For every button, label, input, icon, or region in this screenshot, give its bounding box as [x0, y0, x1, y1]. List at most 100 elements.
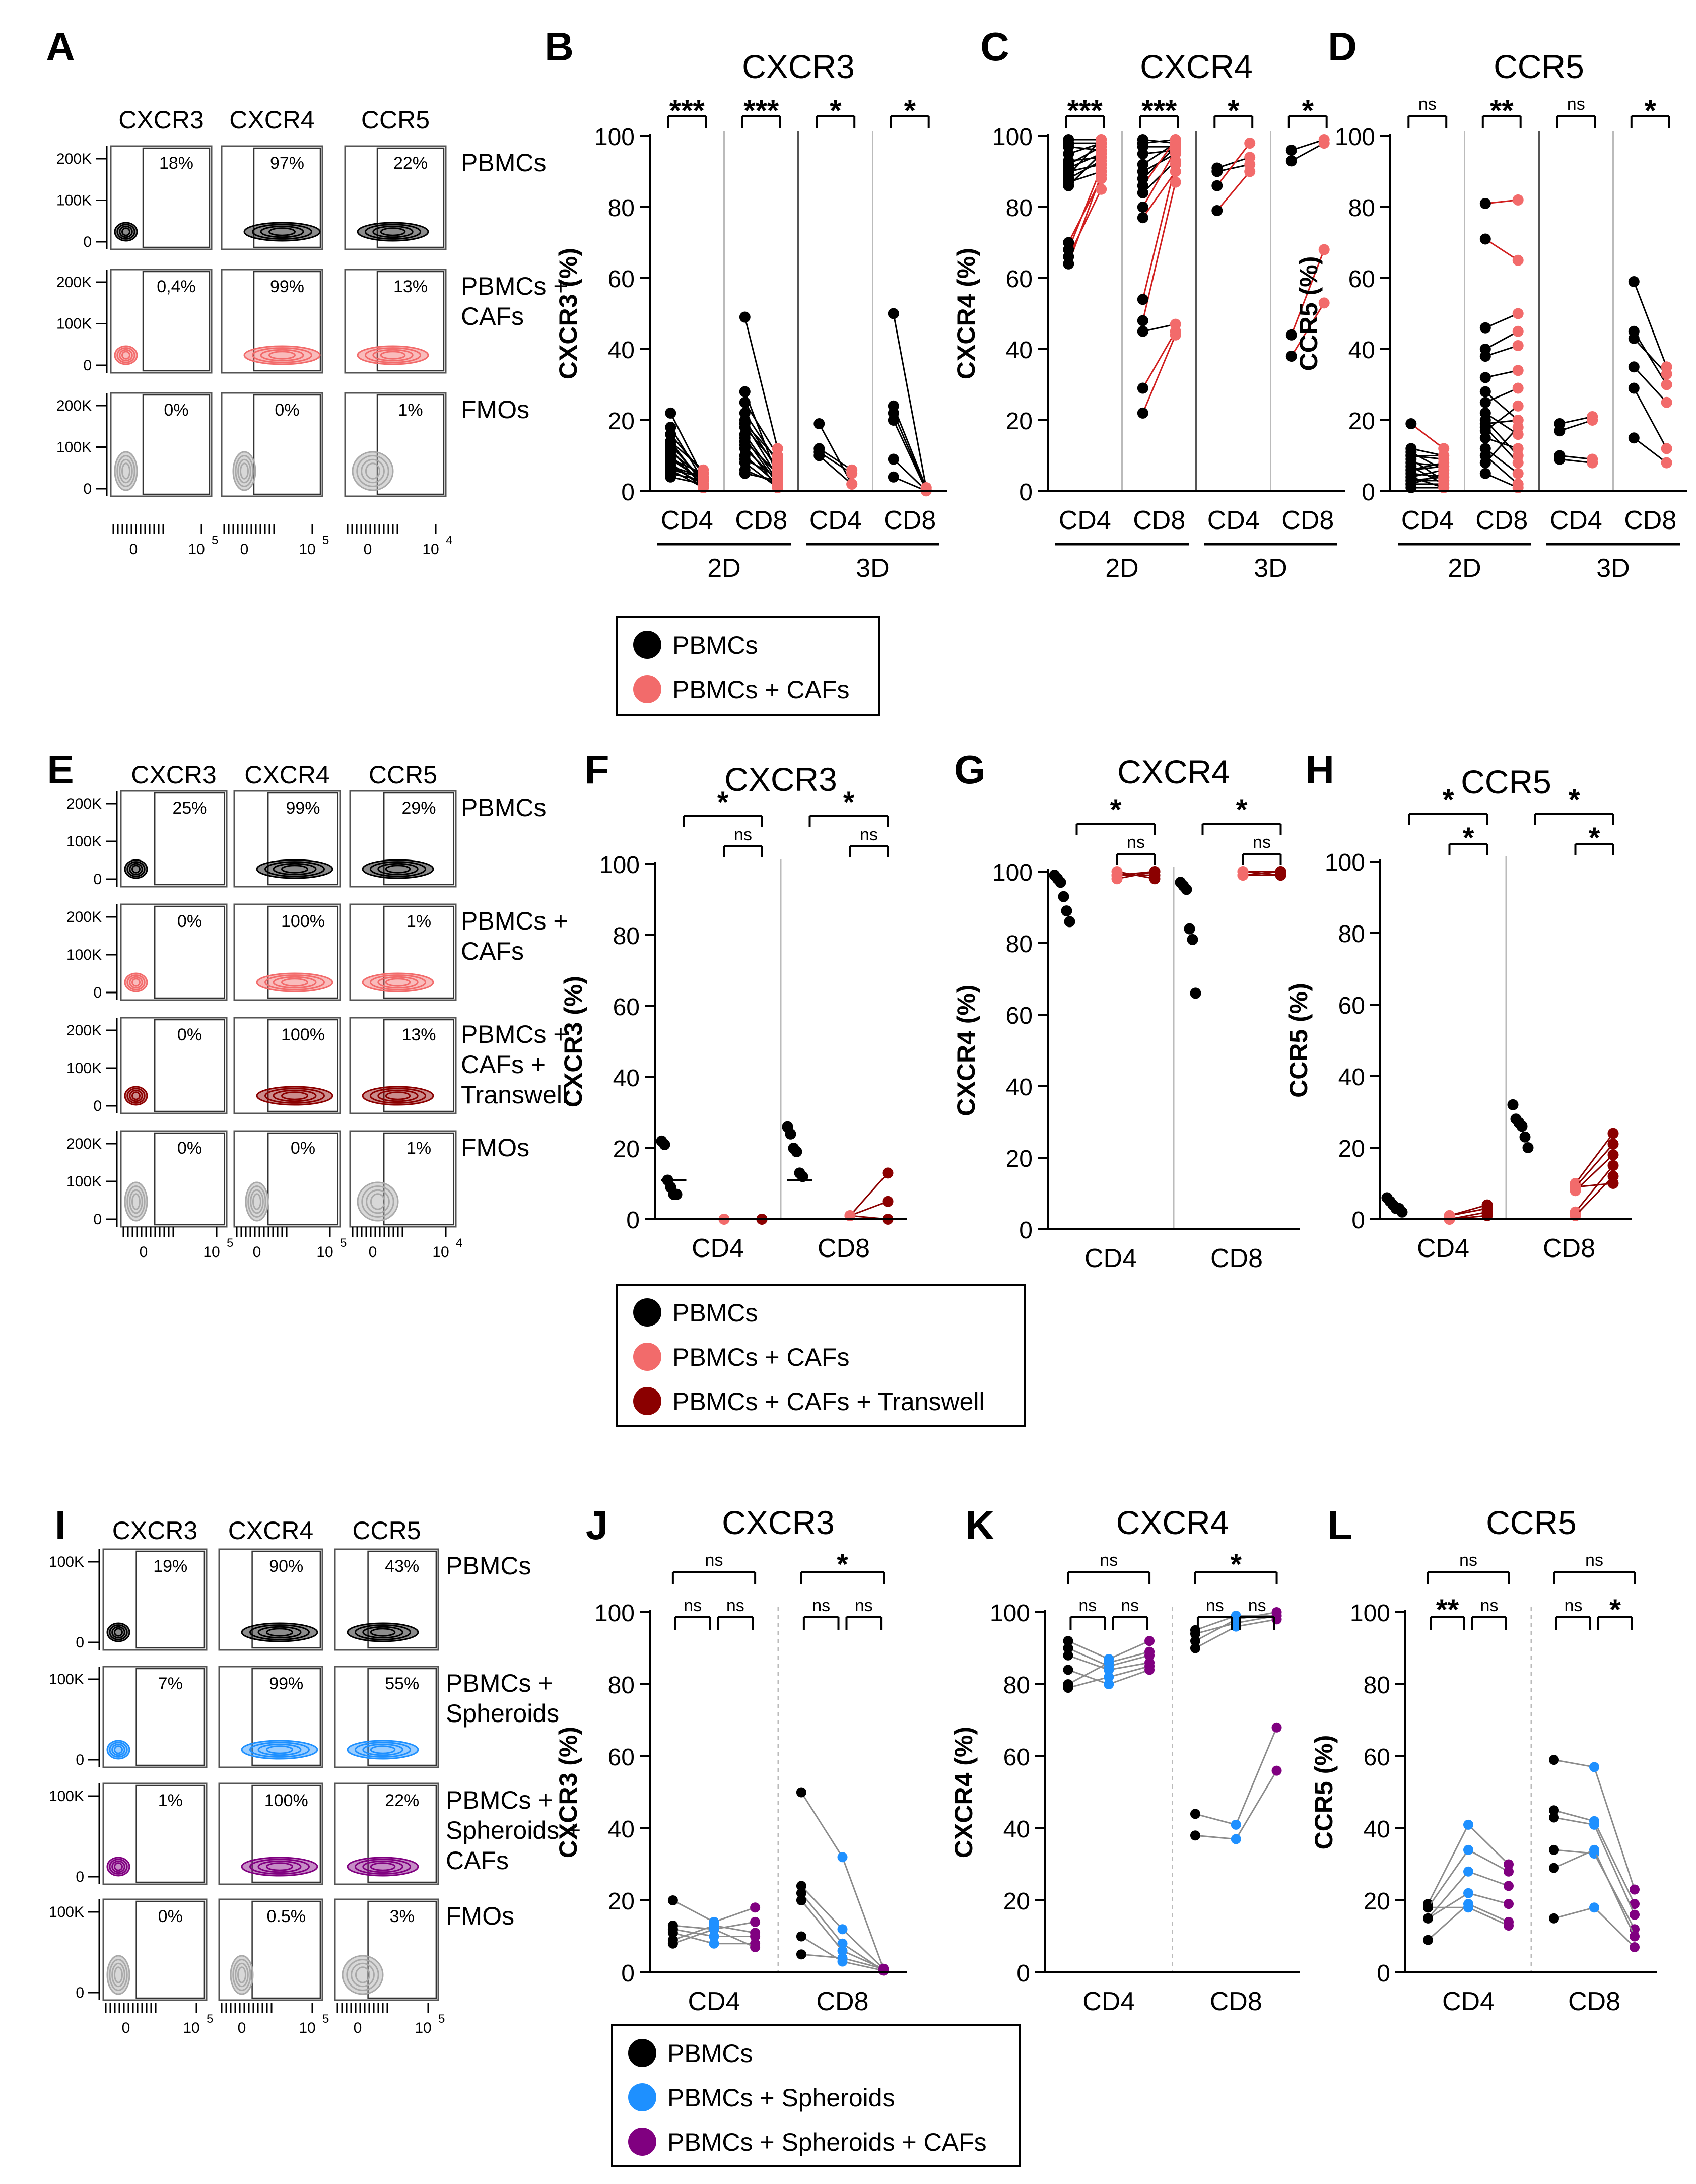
marker-header: CXCR4	[244, 761, 329, 789]
x-tick-label: CD8	[1133, 506, 1185, 535]
significance-label: *	[1609, 1594, 1621, 1626]
contour-ring	[357, 1181, 399, 1222]
contour-ring	[109, 1959, 128, 1991]
pair-line	[1108, 1654, 1150, 1667]
row-label: PBMCs	[461, 793, 546, 822]
data-point	[1549, 1805, 1559, 1816]
plot-frame	[102, 1548, 208, 1651]
data-point	[671, 1188, 683, 1200]
x-tick-label: 10	[203, 1244, 220, 1261]
data-point	[1512, 468, 1524, 479]
contour-ring	[364, 224, 422, 240]
contour-ring	[124, 1086, 148, 1106]
pair-line	[1484, 427, 1519, 464]
pair-line	[819, 455, 853, 485]
data-point	[882, 1196, 894, 1207]
data-point	[772, 475, 783, 486]
plot-frame	[218, 1548, 323, 1651]
contour-ring	[385, 978, 411, 987]
contour-ring	[357, 345, 429, 365]
gate	[154, 1019, 226, 1112]
pair-line	[842, 1957, 884, 1970]
pair-line	[1195, 1626, 1237, 1649]
y-tick-label: 60	[1338, 992, 1365, 1019]
significance-label: *	[1110, 793, 1122, 826]
legend-marker	[633, 1298, 661, 1327]
y-axis-label: CXCR4 (%)	[952, 984, 980, 1116]
data-point	[1063, 1665, 1073, 1675]
chart-title: CXCR3	[722, 1504, 835, 1541]
data-point	[1271, 1607, 1282, 1617]
significance-label: ns	[1121, 1596, 1139, 1615]
data-point	[1190, 1636, 1200, 1646]
y-axis-label: CCR5 (%)	[1284, 983, 1313, 1098]
x-tick-label: 0	[253, 1244, 261, 1261]
gate	[267, 1132, 339, 1226]
data-point	[1630, 1899, 1640, 1909]
y-tick-label: 100	[599, 852, 640, 879]
gate	[376, 271, 445, 372]
gate	[367, 1900, 437, 1999]
y-tick-label: 0	[93, 1211, 102, 1228]
contour-ring	[264, 1088, 325, 1104]
gate-percent: 99%	[270, 277, 304, 296]
data-point	[1149, 873, 1161, 885]
pair-line	[1633, 366, 1667, 403]
contour-ring	[372, 225, 414, 238]
data-point	[1512, 254, 1524, 266]
pair-line	[1633, 281, 1668, 367]
gate	[154, 905, 226, 999]
contour-ring	[119, 349, 133, 362]
pair-line	[744, 402, 778, 456]
pair-line	[1142, 335, 1177, 414]
data-point	[1096, 169, 1107, 181]
y-tick-label: 100K	[66, 1060, 102, 1077]
data-point	[1096, 183, 1107, 195]
gate-percent: 55%	[385, 1674, 419, 1693]
pair-line	[1575, 1143, 1614, 1188]
gate-percent: 99%	[269, 1674, 303, 1693]
pair-line	[1291, 139, 1325, 151]
pair-line	[1553, 1849, 1595, 1869]
contour-ring	[268, 227, 296, 236]
contour-ring	[362, 972, 434, 992]
significance-label: ns	[734, 825, 752, 844]
x-tick-exponent: 5	[212, 534, 218, 547]
gate-percent: 0%	[291, 1139, 315, 1158]
data-point	[1396, 1206, 1408, 1218]
legend-marker	[633, 631, 661, 659]
data-point	[1318, 138, 1330, 149]
data-point	[1479, 418, 1491, 430]
y-tick-label: 80	[1364, 1672, 1390, 1699]
pair-line	[1142, 150, 1177, 208]
gate-percent: 1%	[158, 1791, 183, 1810]
x-tick-label: CD8	[1543, 1234, 1595, 1263]
gate	[383, 1132, 455, 1226]
data-point	[1661, 443, 1672, 454]
contour-ring	[124, 859, 148, 879]
significance-label: ns	[1127, 833, 1145, 852]
data-point	[1504, 1859, 1514, 1870]
contour-ring	[116, 455, 135, 487]
data-point	[1587, 457, 1598, 469]
x-tick-label: 10	[415, 2020, 431, 2036]
significance-label: ***	[669, 94, 705, 127]
gate	[383, 905, 455, 999]
data-point	[1137, 325, 1148, 337]
panel-letter: I	[55, 1503, 66, 1548]
data-point	[1512, 194, 1524, 206]
chart-title: CXCR4	[1140, 48, 1253, 85]
y-tick-label: 100	[990, 1600, 1030, 1627]
x-tick-label: CD4	[809, 506, 862, 535]
chart-title: CXCR4	[1117, 753, 1230, 790]
data-point	[1104, 1679, 1114, 1689]
pair-line	[1216, 163, 1250, 172]
x-tick-label: CD4	[1417, 1234, 1469, 1263]
x-tick-label: 10	[188, 541, 205, 558]
pair-line	[744, 420, 778, 471]
plot-frame	[120, 790, 228, 888]
pair-line	[1553, 1759, 1595, 1768]
pair-line	[672, 1932, 714, 1945]
legend-label: PBMCs + Spheroids	[667, 2084, 895, 2112]
